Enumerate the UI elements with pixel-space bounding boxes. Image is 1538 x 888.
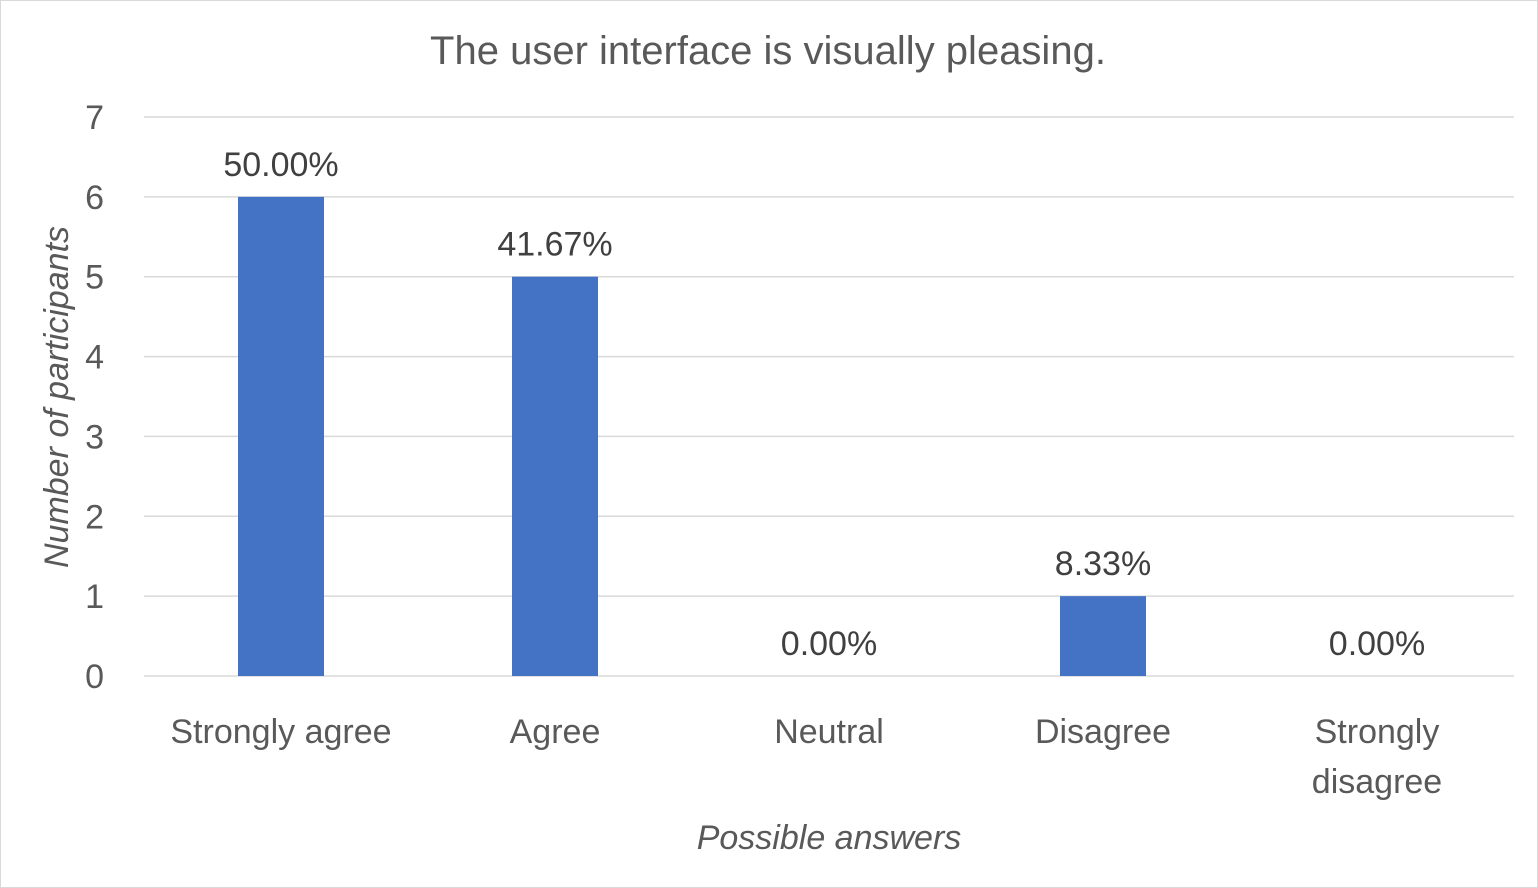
bar-3 — [1060, 596, 1146, 676]
y-axis-title: Number of participants — [38, 226, 76, 568]
y-tick-label-3: 3 — [85, 418, 104, 456]
x-tick-label-line: disagree — [1312, 763, 1442, 801]
data-label-0: 50.00% — [223, 146, 338, 184]
data-label-1: 41.67% — [497, 226, 612, 264]
gridlines — [144, 116, 1514, 677]
bars — [238, 196, 1146, 676]
x-tick-label-line: Disagree — [1035, 713, 1171, 751]
bar-1 — [512, 276, 598, 676]
y-axis-ticks: 0 1 2 3 4 5 6 7 — [85, 99, 104, 696]
y-tick-label-4: 4 — [85, 339, 104, 377]
x-tick-label-1: Agree — [510, 713, 601, 751]
x-tick-label-line: Neutral — [774, 713, 884, 751]
y-tick-label-2: 2 — [85, 498, 104, 536]
x-axis-title: Possible answers — [697, 819, 962, 857]
x-tick-label-line: Agree — [510, 713, 601, 751]
x-tick-label-4: Strongly disagree — [1312, 713, 1442, 801]
y-tick-label-1: 1 — [85, 578, 104, 616]
x-tick-label-0: Strongly agree — [170, 713, 391, 751]
data-labels: 50.00% 41.67% 0.00% 8.33% 0.00% — [223, 146, 1425, 663]
bar-0 — [238, 196, 324, 676]
y-tick-label-7: 7 — [85, 99, 104, 137]
y-tick-label-0: 0 — [85, 658, 104, 696]
y-tick-label-6: 6 — [85, 179, 104, 217]
x-axis-categories: Strongly agree Agree Neutral Disagree Strong… — [170, 713, 1442, 801]
x-tick-label-3: Disagree — [1035, 713, 1171, 751]
data-label-2: 0.00% — [781, 625, 877, 663]
y-tick-label-5: 5 — [85, 259, 104, 297]
data-label-3: 8.33% — [1055, 545, 1151, 583]
x-tick-label-line: Strongly — [1315, 713, 1440, 751]
x-tick-label-2: Neutral — [774, 713, 884, 751]
chart-title: The user interface is visually pleasing. — [430, 29, 1106, 73]
x-tick-label-line: Strongly agree — [170, 713, 391, 751]
data-label-4: 0.00% — [1329, 625, 1425, 663]
